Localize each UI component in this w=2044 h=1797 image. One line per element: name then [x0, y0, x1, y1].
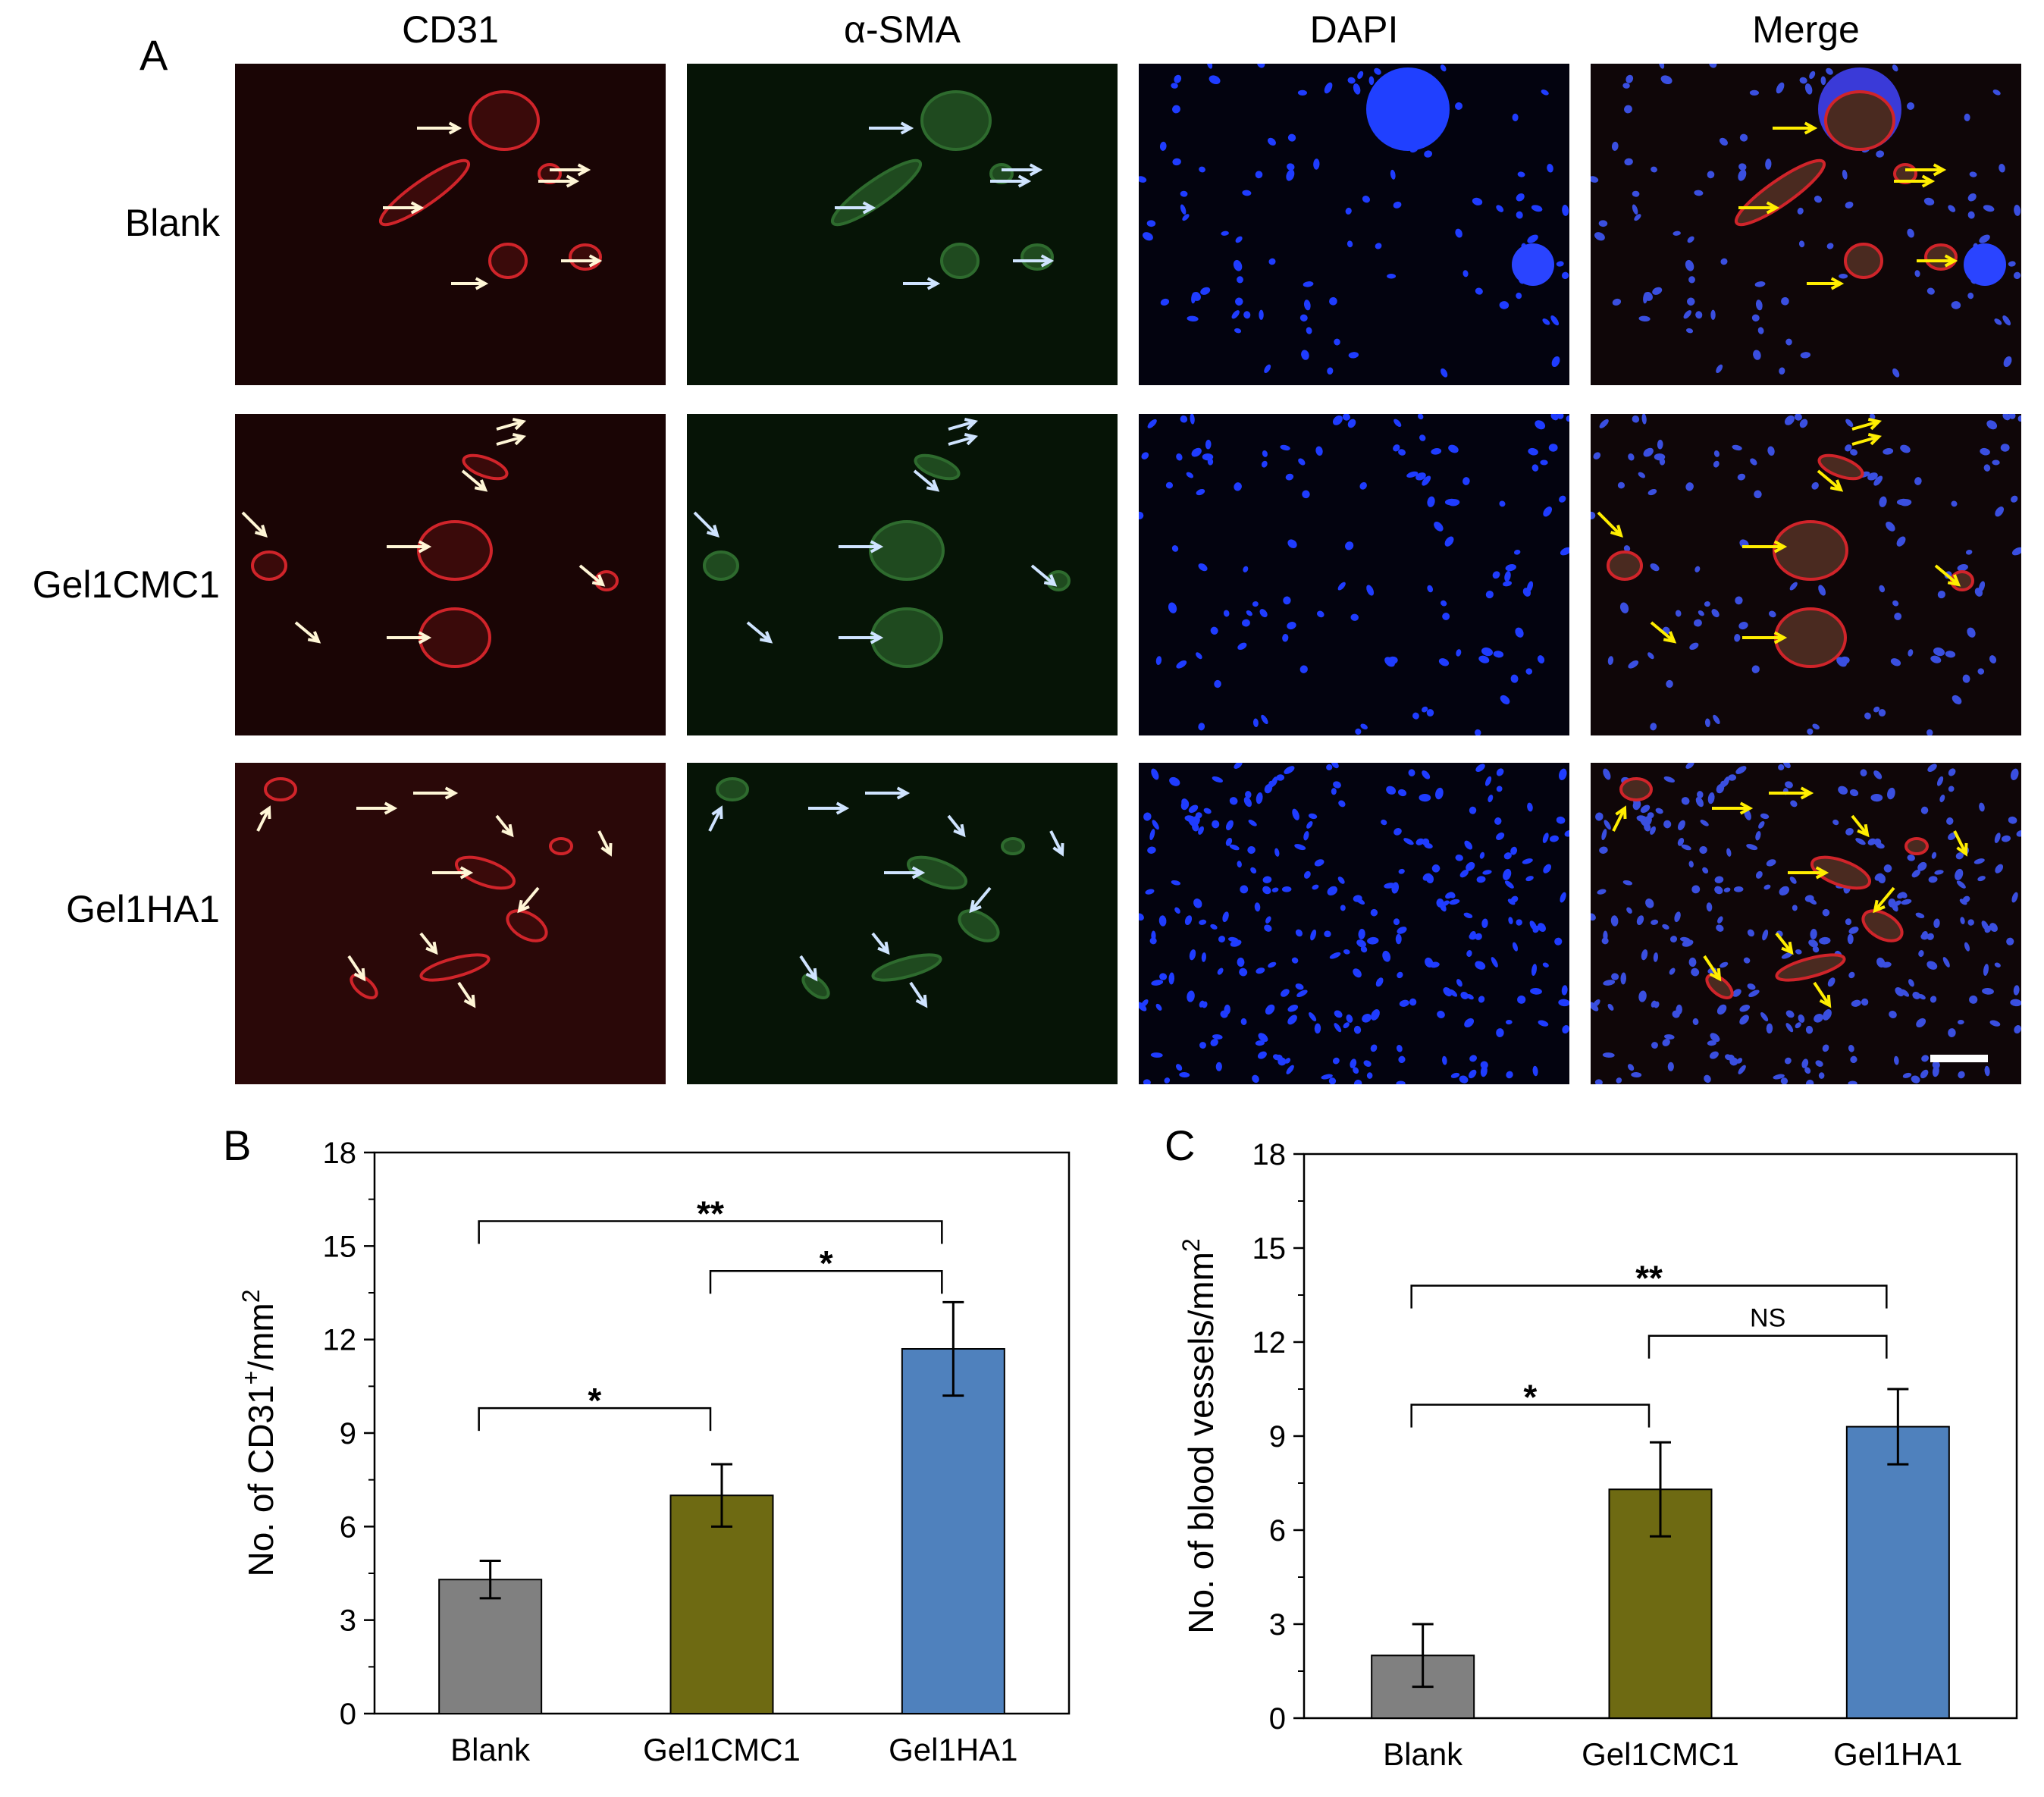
y-axis-title: No. of blood vessels/mm2 — [1177, 1238, 1221, 1633]
significance-label: * — [820, 1243, 833, 1283]
micrograph-blank-alpha-sma — [687, 64, 1118, 385]
micrograph-gel1cmc1-merge — [1591, 414, 2021, 735]
x-category-label: Blank — [1383, 1736, 1463, 1772]
y-tick-label: 9 — [1269, 1420, 1286, 1454]
panel-b-letter: B — [223, 1121, 251, 1169]
micrograph-gel1ha1-cd31 — [235, 763, 666, 1084]
micrograph-blank-dapi — [1139, 64, 1569, 385]
y-tick-label: 0 — [1269, 1702, 1286, 1736]
micrograph-gel1cmc1-cd31 — [235, 414, 666, 735]
panel-a-letter: A — [140, 31, 168, 79]
significance-bracket — [478, 1220, 943, 1244]
x-category-label: Blank — [450, 1732, 531, 1767]
y-tick-label: 3 — [340, 1604, 356, 1638]
y-tick-label: 6 — [340, 1510, 356, 1544]
column-header-merge: Merge — [1752, 8, 1860, 51]
bar-gel1ha1 — [1845, 1425, 1950, 1719]
y-tick-label: 12 — [1252, 1326, 1287, 1360]
y-tick-label: 3 — [1269, 1608, 1286, 1642]
micrograph-blank-cd31 — [235, 64, 666, 385]
chart-c: C 0 3 6 9 12 15 18 No. of blood vessels/mm2 Blank… — [1165, 1121, 2018, 1772]
row-header-blank: Blank — [124, 202, 220, 244]
micrograph-gel1cmc1-dapi — [1139, 414, 1569, 735]
y-tick-label: 15 — [1252, 1232, 1287, 1265]
column-header-cd31: CD31 — [402, 8, 499, 51]
micrograph-blank-merge — [1591, 64, 2021, 385]
significance-bracket — [478, 1407, 712, 1432]
column-header-dapi: DAPI — [1309, 8, 1399, 51]
significance-label: NS — [1750, 1304, 1785, 1333]
y-axis-title: No. of CD31+/mm2 — [237, 1289, 281, 1576]
y-tick-label: 15 — [323, 1230, 357, 1263]
panel-c-letter: C — [1165, 1121, 1195, 1169]
scale-bar — [1930, 1055, 1988, 1062]
y-tick-label: 6 — [1269, 1514, 1286, 1548]
micrograph-gel1ha1-alpha-sma — [687, 763, 1118, 1084]
significance-label: * — [1523, 1378, 1537, 1417]
bar-blank — [438, 1579, 543, 1714]
x-category-label: Gel1HA1 — [889, 1732, 1017, 1767]
micrograph-gel1cmc1-alpha-sma — [687, 414, 1118, 735]
y-tick-label: 0 — [340, 1698, 356, 1731]
y-tick-label: 9 — [340, 1417, 356, 1450]
row-header-gel1cmc1: Gel1CMC1 — [32, 563, 220, 606]
column-header-alpha-sma: α-SMA — [844, 8, 961, 51]
chart-b: B 0 3 6 9 12 15 18 No. of CD31+/mm2 Blank Gel1CMC1… — [223, 1121, 1071, 1767]
y-tick-label: 18 — [323, 1137, 357, 1170]
significance-bracket — [1410, 1284, 1888, 1309]
micrograph-gel1ha1-dapi — [1139, 763, 1569, 1084]
x-category-label: Gel1CMC1 — [643, 1732, 801, 1767]
significance-label: ** — [1635, 1259, 1663, 1298]
bar-gel1cmc1 — [669, 1494, 774, 1714]
significance-label: * — [588, 1381, 601, 1420]
significance-label: ** — [697, 1193, 724, 1233]
significance-bracket — [1410, 1403, 1651, 1428]
bar-gel1ha1 — [901, 1348, 1005, 1714]
significance-bracket — [1647, 1334, 1888, 1359]
significance-bracket — [709, 1269, 943, 1294]
y-tick-label: 18 — [1252, 1138, 1287, 1171]
row-header-gel1ha1: Gel1HA1 — [66, 888, 220, 930]
micrograph-gel1ha1-merge — [1591, 763, 2021, 1084]
y-tick-label: 12 — [323, 1324, 357, 1357]
x-category-label: Gel1HA1 — [1833, 1736, 1962, 1772]
x-category-label: Gel1CMC1 — [1582, 1736, 1739, 1772]
